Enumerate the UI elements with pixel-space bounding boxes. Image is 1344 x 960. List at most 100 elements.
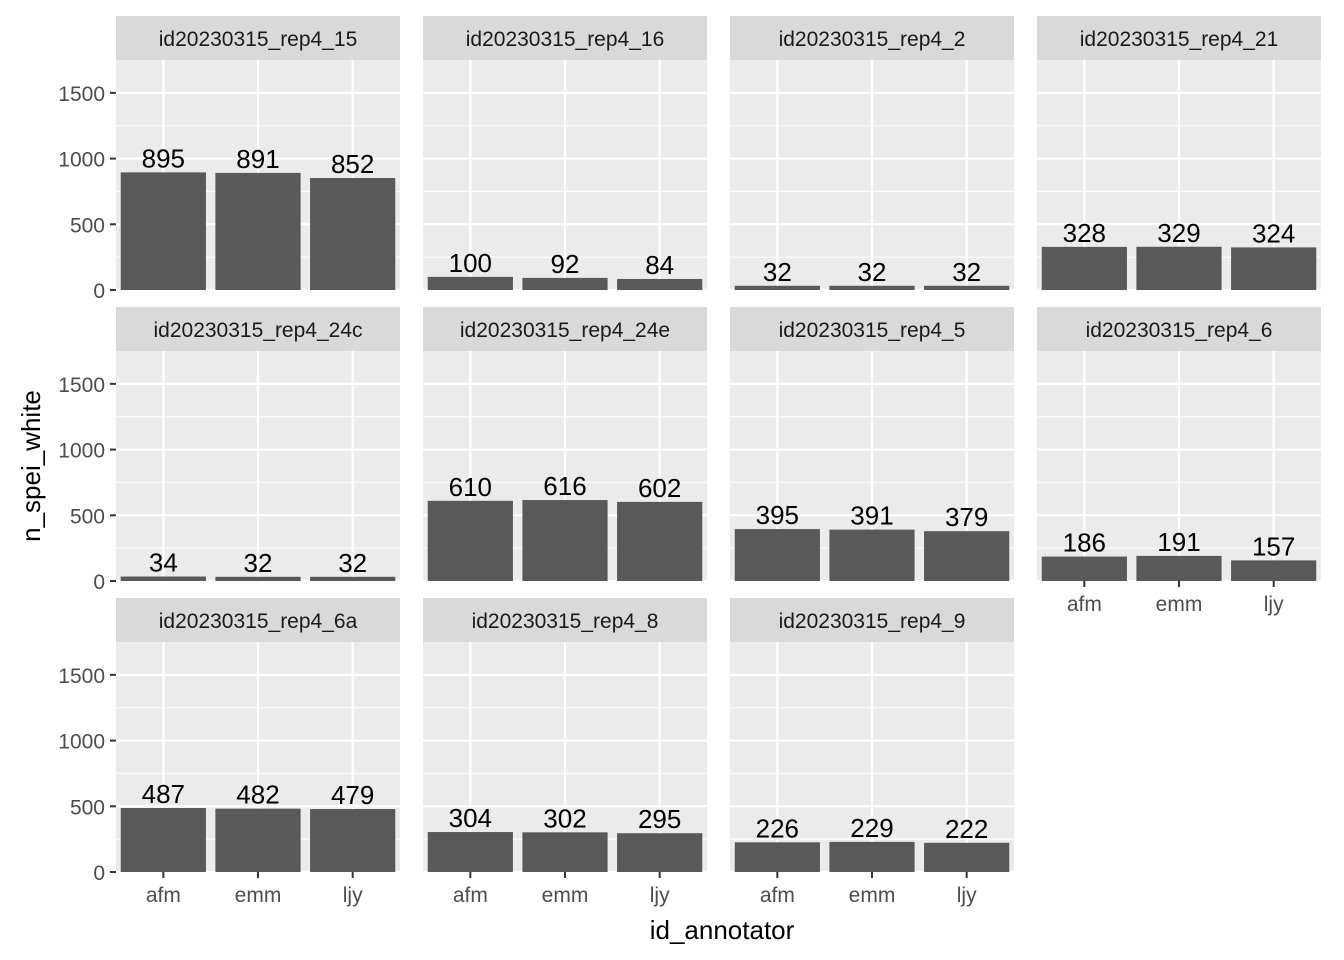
facet-title: id20230315_rep4_9 bbox=[779, 610, 966, 633]
data-label: 379 bbox=[945, 502, 988, 532]
data-label: 610 bbox=[449, 472, 492, 502]
data-label: 191 bbox=[1157, 527, 1200, 557]
data-label: 295 bbox=[638, 804, 681, 834]
data-label: 226 bbox=[756, 813, 799, 843]
facet-strip bbox=[1037, 307, 1321, 351]
data-label: 32 bbox=[244, 548, 273, 578]
data-label: 891 bbox=[236, 144, 279, 174]
bar bbox=[617, 833, 703, 872]
y-tick-label: 500 bbox=[70, 505, 105, 528]
bar bbox=[1041, 556, 1127, 581]
y-tick-label: 1000 bbox=[58, 149, 105, 172]
bar bbox=[120, 807, 206, 872]
facet-title: id20230315_rep4_5 bbox=[779, 319, 966, 342]
facet-title: id20230315_rep4_24e bbox=[460, 319, 670, 342]
bar bbox=[522, 500, 608, 581]
facet-strip bbox=[730, 307, 1014, 351]
x-tick-label: afm bbox=[453, 884, 488, 907]
data-label: 329 bbox=[1157, 218, 1200, 248]
facet-strip bbox=[116, 16, 400, 60]
x-tick-label: afm bbox=[760, 884, 795, 907]
data-label: 304 bbox=[449, 803, 492, 833]
x-tick-label: emm bbox=[1156, 593, 1203, 616]
x-tick-label: emm bbox=[235, 884, 282, 907]
bar bbox=[427, 276, 513, 290]
y-tick-label: 1500 bbox=[58, 83, 105, 106]
facet-title: id20230315_rep4_6 bbox=[1086, 319, 1273, 342]
facet-title: id20230315_rep4_8 bbox=[472, 610, 659, 633]
data-label: 391 bbox=[850, 501, 893, 531]
bar bbox=[617, 501, 703, 581]
y-tick-label: 0 bbox=[93, 862, 105, 885]
bar bbox=[522, 277, 608, 290]
x-tick-label: ljy bbox=[1264, 593, 1284, 616]
facet-title: id20230315_rep4_24c bbox=[153, 319, 362, 342]
data-label: 34 bbox=[149, 548, 178, 578]
bar bbox=[1136, 246, 1222, 290]
data-label: 302 bbox=[543, 803, 586, 833]
bar bbox=[310, 178, 396, 290]
y-axis-label: n_spei_white bbox=[16, 390, 46, 542]
bar bbox=[829, 285, 915, 290]
x-tick-label: ljy bbox=[650, 884, 670, 907]
bar bbox=[310, 576, 396, 581]
bar bbox=[522, 832, 608, 872]
bar bbox=[734, 285, 820, 290]
data-label: 852 bbox=[331, 149, 374, 179]
y-tick-label: 0 bbox=[93, 571, 105, 594]
facet-title: id20230315_rep4_16 bbox=[466, 28, 665, 51]
bar bbox=[215, 172, 301, 290]
bar bbox=[1136, 555, 1222, 581]
data-label: 616 bbox=[543, 471, 586, 501]
bar bbox=[1231, 247, 1317, 290]
data-label: 84 bbox=[645, 250, 674, 280]
bar bbox=[1041, 246, 1127, 290]
x-tick-label: emm bbox=[542, 884, 589, 907]
bar bbox=[617, 278, 703, 290]
data-label: 32 bbox=[858, 257, 887, 287]
data-label: 324 bbox=[1252, 218, 1295, 248]
data-label: 328 bbox=[1063, 218, 1106, 248]
x-tick-label: afm bbox=[1067, 593, 1102, 616]
facet-title: id20230315_rep4_21 bbox=[1080, 28, 1279, 51]
bar bbox=[924, 531, 1010, 581]
x-tick-label: emm bbox=[849, 884, 896, 907]
bar bbox=[215, 576, 301, 581]
bar bbox=[427, 500, 513, 581]
bar bbox=[310, 809, 396, 872]
data-label: 32 bbox=[763, 257, 792, 287]
x-tick-label: ljy bbox=[957, 884, 977, 907]
facet-title: id20230315_rep4_15 bbox=[159, 28, 358, 51]
facet-strip bbox=[116, 598, 400, 642]
y-tick-label: 1000 bbox=[58, 440, 105, 463]
data-label: 92 bbox=[551, 249, 580, 279]
facet-strip bbox=[423, 598, 707, 642]
data-label: 100 bbox=[449, 248, 492, 278]
y-tick-label: 500 bbox=[70, 796, 105, 819]
data-label: 487 bbox=[142, 779, 185, 809]
bar bbox=[924, 285, 1010, 290]
data-label: 602 bbox=[638, 473, 681, 503]
data-label: 157 bbox=[1252, 531, 1295, 561]
facet-strip bbox=[730, 16, 1014, 60]
data-label: 222 bbox=[945, 814, 988, 844]
y-tick-label: 1000 bbox=[58, 731, 105, 754]
bar bbox=[427, 832, 513, 872]
bar bbox=[120, 172, 206, 290]
y-tick-label: 1500 bbox=[58, 374, 105, 397]
bar bbox=[734, 529, 820, 581]
bar bbox=[924, 842, 1010, 872]
bar bbox=[1231, 560, 1317, 581]
data-label: 395 bbox=[756, 500, 799, 530]
data-label: 32 bbox=[952, 257, 981, 287]
y-tick-label: 1500 bbox=[58, 665, 105, 688]
bar bbox=[120, 576, 206, 581]
facet-strip bbox=[116, 307, 400, 351]
facet-title: id20230315_rep4_6a bbox=[159, 610, 358, 633]
data-label: 479 bbox=[331, 780, 374, 810]
data-label: 186 bbox=[1063, 528, 1106, 558]
facet-title: id20230315_rep4_2 bbox=[779, 28, 966, 51]
facet-strip bbox=[730, 598, 1014, 642]
data-label: 482 bbox=[236, 780, 279, 810]
y-tick-label: 0 bbox=[93, 280, 105, 303]
